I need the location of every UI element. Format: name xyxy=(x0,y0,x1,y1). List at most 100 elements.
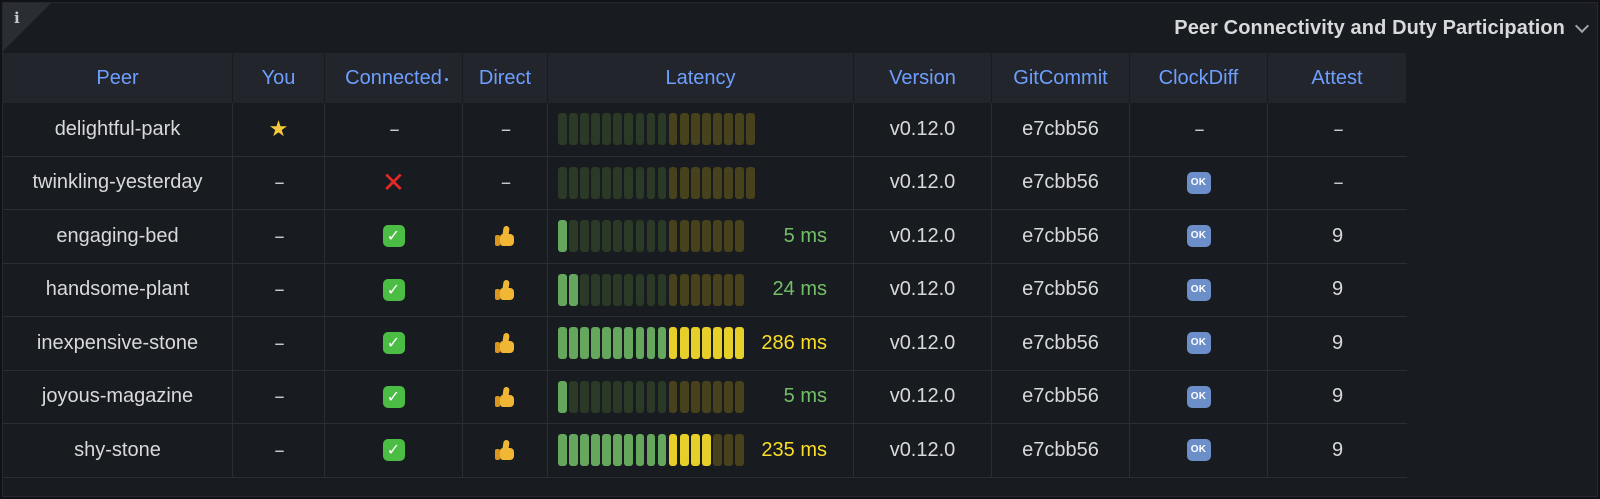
latency-cell xyxy=(548,103,854,156)
gauge-segment xyxy=(558,273,567,306)
connected-cell: ✓ xyxy=(325,263,463,316)
peer-name: handsome-plant xyxy=(3,263,233,316)
gauge-segment xyxy=(569,220,578,253)
column-header-version[interactable]: Version xyxy=(854,53,992,103)
gauge-segment xyxy=(735,327,744,360)
gauge-segment xyxy=(713,380,722,413)
gauge-segment xyxy=(724,327,733,360)
cross-icon: ✕ xyxy=(381,165,406,199)
clockdiff-cell: OK xyxy=(1130,263,1268,316)
gauge-segment xyxy=(668,166,678,199)
table-row: inexpensive-stone -- ✓ 286 ms v0.12.0 e7cbb56… xyxy=(3,317,1407,371)
gauge-segment xyxy=(613,273,623,306)
version-cell: v0.12.0 xyxy=(854,317,992,370)
gauge-segment xyxy=(724,434,733,467)
gauge-segment xyxy=(635,166,645,199)
table-row: joyous-magazine -- ✓ 5 ms v0.12.0 e7cbb56 OK 9 xyxy=(3,370,1407,424)
gauge-segment xyxy=(646,220,656,253)
gauge-segment xyxy=(713,113,722,146)
thumbs-up-icon xyxy=(494,332,516,354)
gauge-segment xyxy=(635,327,645,360)
gauge-segment xyxy=(591,273,600,306)
cell-value: -- xyxy=(1194,118,1205,139)
panel-info-corner[interactable] xyxy=(3,3,51,51)
thumbs-up-icon xyxy=(494,439,516,461)
gauge-segment xyxy=(679,380,689,413)
latency-cell: 286 ms xyxy=(548,317,854,370)
gauge-segment xyxy=(679,434,689,467)
gauge-segment xyxy=(724,166,733,199)
cell-value: -- xyxy=(274,439,285,460)
column-header-peer[interactable]: Peer xyxy=(3,53,233,103)
peer-name: joyous-magazine xyxy=(3,370,233,423)
ok-icon: OK xyxy=(1186,225,1211,248)
gauge-segment xyxy=(558,166,567,199)
chevron-down-icon[interactable] xyxy=(1574,18,1590,33)
gauge-segment xyxy=(635,113,645,146)
gauge-segment xyxy=(569,166,578,199)
attest-cell: -- xyxy=(1268,103,1407,156)
gauge-segment xyxy=(558,327,567,360)
gauge-segment xyxy=(580,113,589,146)
latency-gauge xyxy=(558,113,756,146)
peer-name: inexpensive-stone xyxy=(3,317,233,370)
gitcommit-cell: e7cbb56 xyxy=(992,210,1130,263)
column-header-gitcommit[interactable]: GitCommit xyxy=(992,53,1130,103)
gauge-segment xyxy=(613,220,623,253)
gauge-segment xyxy=(702,380,711,413)
gauge-segment xyxy=(668,113,678,146)
peer-table: Peer You Connected Direct Latency Versio… xyxy=(3,53,1407,478)
direct-cell: -- xyxy=(463,156,548,209)
attest-cell: -- xyxy=(1268,157,1407,210)
gauge-segment xyxy=(668,327,678,360)
gauge-segment xyxy=(646,434,656,467)
gauge-segment xyxy=(690,434,700,467)
gauge-segment xyxy=(558,434,567,467)
gauge-segment xyxy=(690,327,700,360)
gauge-segment xyxy=(724,273,733,306)
column-header-latency[interactable]: Latency xyxy=(548,53,854,103)
panel-header[interactable]: Peer Connectivity and Duty Participation xyxy=(1174,13,1590,43)
column-header-you[interactable]: You xyxy=(233,53,325,103)
gauge-segment xyxy=(713,166,722,199)
cell-value: 9 xyxy=(1331,438,1344,461)
direct-cell xyxy=(463,424,548,477)
gauge-segment xyxy=(702,166,711,199)
peer-name: twinkling-yesterday xyxy=(3,156,233,209)
latency-gauge xyxy=(558,327,744,360)
gauge-segment xyxy=(657,434,667,467)
gauge-segment xyxy=(702,113,711,146)
you-cell: -- xyxy=(233,370,325,423)
column-header-clockdiff[interactable]: ClockDiff xyxy=(1130,53,1268,103)
gauge-segment xyxy=(591,434,600,467)
gauge-segment xyxy=(657,113,667,146)
you-cell: -- xyxy=(233,424,325,477)
gauge-segment xyxy=(679,220,689,253)
gauge-segment xyxy=(591,166,600,199)
latency-gauge xyxy=(558,273,744,306)
ok-icon: OK xyxy=(1186,439,1211,462)
gauge-segment xyxy=(713,220,722,253)
cell-value: 9 xyxy=(1331,331,1344,354)
info-icon[interactable]: i xyxy=(14,9,20,27)
gauge-segment xyxy=(657,166,667,199)
gauge-segment xyxy=(602,434,611,467)
column-header-direct[interactable]: Direct xyxy=(463,53,548,103)
you-cell: -- xyxy=(233,210,325,263)
column-header-attest[interactable]: Attest xyxy=(1268,53,1407,103)
panel-title[interactable]: Peer Connectivity and Duty Participation xyxy=(1174,16,1565,39)
gauge-segment xyxy=(702,220,711,253)
gauge-segment xyxy=(690,166,700,199)
gitcommit-cell: e7cbb56 xyxy=(992,156,1130,209)
gauge-segment xyxy=(635,220,645,253)
clockdiff-cell: OK xyxy=(1130,424,1268,477)
gauge-segment xyxy=(746,113,756,146)
gauge-segment xyxy=(735,166,744,199)
column-header-connected[interactable]: Connected xyxy=(325,53,463,103)
clockdiff-cell: -- xyxy=(1130,103,1268,156)
version-cell: v0.12.0 xyxy=(854,424,992,477)
connected-cell: ✓ xyxy=(325,210,463,263)
gauge-segment xyxy=(602,220,611,253)
gauge-segment xyxy=(646,273,656,306)
